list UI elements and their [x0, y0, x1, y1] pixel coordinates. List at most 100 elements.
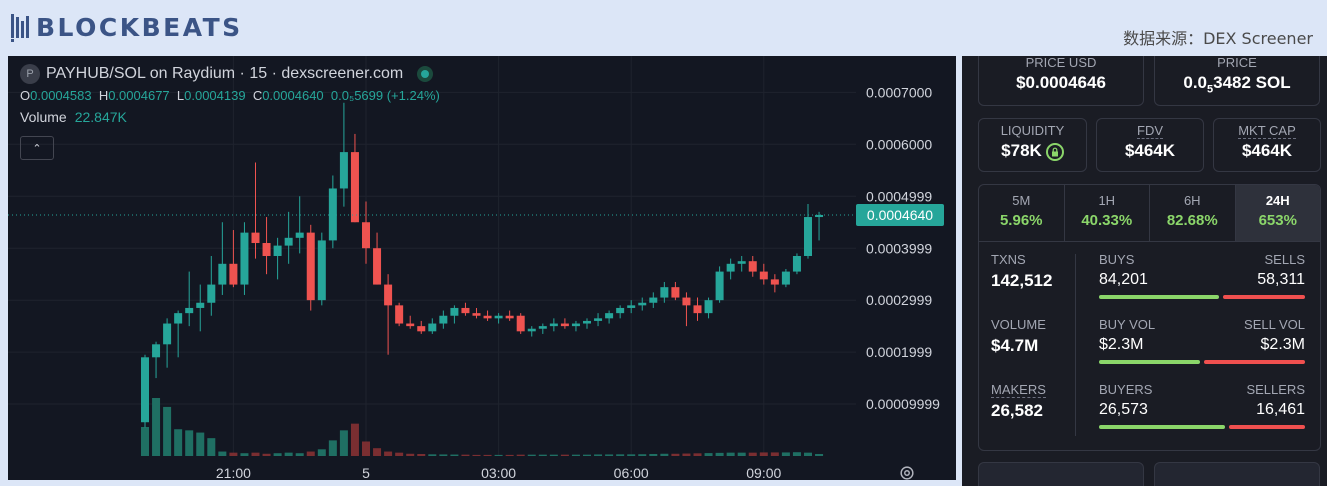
timeframe-tabs: 5M 5.96% 1H 40.33% 6H 82.68% 24H 653%	[978, 184, 1321, 242]
data-source-label: 数据来源：DEX Screener	[1123, 29, 1313, 48]
volume-bar	[240, 453, 249, 456]
y-tick-label: 0.00009999	[866, 396, 940, 412]
sell-volume-value: $2.3M	[1260, 336, 1305, 353]
candle-body	[748, 261, 757, 272]
candle-body	[660, 287, 669, 298]
candle-body	[649, 297, 658, 303]
buy-volume-value: $2.3M	[1099, 336, 1144, 353]
candle-body	[627, 305, 636, 308]
watchlist-button[interactable]	[978, 462, 1144, 486]
candle-body	[141, 357, 149, 423]
candle-body	[759, 271, 768, 280]
volume-bar	[804, 452, 812, 456]
fdv-value: $464K	[1124, 141, 1176, 160]
candle-body	[317, 240, 326, 301]
makers-value: 26,582	[991, 401, 1043, 420]
x-tick-label: 09:00	[746, 465, 781, 480]
volume-bar	[439, 454, 448, 456]
candle-body	[395, 305, 404, 324]
volume-bar	[174, 429, 183, 456]
live-status-icon	[417, 66, 434, 82]
candle-body	[362, 222, 370, 249]
candle-body	[505, 315, 514, 319]
candle-body	[196, 302, 205, 308]
volume-bar	[494, 454, 503, 456]
chevron-up-icon: ⌃	[32, 142, 42, 155]
volume-bar	[483, 454, 492, 456]
last-price-label: 0.0004640	[867, 207, 933, 223]
lock-icon[interactable]	[1045, 142, 1064, 161]
buyers-value: 26,573	[1099, 401, 1148, 418]
volume-bar	[594, 454, 603, 456]
volume-bar	[406, 453, 415, 456]
liquidity-value: $78K	[1001, 141, 1042, 160]
last-price-badge	[856, 203, 944, 226]
candle-body	[284, 237, 293, 246]
candle-body	[560, 323, 569, 327]
volume-bar	[251, 452, 260, 456]
volume-value: $4.7M	[991, 336, 1039, 355]
candle-body	[483, 315, 492, 319]
candle-body	[494, 315, 503, 319]
candle-body	[605, 313, 614, 319]
candle-body	[185, 307, 194, 314]
candle-body	[726, 263, 735, 272]
txns-ratio-bar	[1099, 295, 1305, 299]
candle-body	[594, 318, 603, 321]
volume-bar	[373, 448, 382, 456]
tab-6h[interactable]: 6H 82.68%	[1150, 185, 1236, 241]
divider	[1075, 254, 1076, 436]
x-tick-label: 03:00	[481, 465, 516, 480]
chart-canvas[interactable]: 0.0007000 0.0006000 0.0004999 0.0003999 0.00…	[8, 56, 956, 480]
price-usd-card: PRICE USD $0.0004646	[978, 56, 1144, 106]
x-tick-label: 06:00	[614, 465, 649, 480]
volume-bar	[472, 454, 481, 456]
volume-bar	[715, 452, 724, 456]
gear-icon[interactable]	[898, 464, 916, 480]
volume-bar	[638, 454, 647, 456]
candle-body	[174, 313, 183, 324]
volume-bar	[450, 454, 459, 456]
candle-body	[571, 323, 580, 327]
sellers-value: 16,461	[1256, 401, 1305, 418]
volume-bar	[306, 451, 315, 456]
candle-body	[262, 243, 271, 256]
candle-body	[704, 300, 713, 314]
candle-body	[373, 248, 382, 285]
volume-bar	[560, 454, 569, 456]
brand-name: BLOCKBEATS	[36, 12, 243, 42]
candle-body	[328, 188, 337, 241]
candle-body	[792, 256, 801, 272]
collapse-legend-button[interactable]: ⌃	[20, 136, 54, 160]
y-tick-label: 0.0002999	[866, 292, 932, 308]
tab-24h[interactable]: 24H 653%	[1235, 185, 1320, 241]
volume-bar	[417, 453, 426, 456]
tab-5m[interactable]: 5M 5.96%	[979, 185, 1065, 241]
candle-body	[461, 307, 470, 314]
volume-bar	[384, 451, 393, 456]
candle-body	[549, 323, 558, 327]
candle-body	[384, 284, 393, 306]
candle-body	[417, 326, 426, 332]
alerts-button[interactable]	[1154, 462, 1320, 486]
candle-body	[251, 232, 260, 244]
volume-bar	[152, 398, 161, 456]
volume-bar	[141, 427, 149, 456]
candle-body	[152, 344, 161, 358]
y-tick-label: 0.0001999	[866, 344, 932, 360]
candle-body	[638, 302, 647, 306]
candle-body	[306, 232, 315, 301]
candle-body	[527, 328, 536, 332]
volume-bar	[649, 453, 658, 456]
volume-bar	[516, 454, 525, 456]
volume-bar	[770, 452, 779, 456]
volume-bar	[328, 440, 337, 456]
x-tick-label: 21:00	[216, 465, 251, 480]
chart-legend: P PAYHUB/SOL on Raydium · 15 · dexscreen…	[20, 62, 440, 128]
tab-1h[interactable]: 1H 40.33%	[1065, 185, 1150, 241]
candlestick-chart[interactable]: 0.0007000 0.0006000 0.0004999 0.0003999 0.00…	[8, 56, 956, 480]
fdv-card: FDV $464K	[1096, 118, 1204, 172]
brand-logo[interactable]: BLOCKBEATS	[10, 10, 243, 44]
volume-bar	[605, 454, 614, 456]
candle-body	[682, 297, 691, 306]
